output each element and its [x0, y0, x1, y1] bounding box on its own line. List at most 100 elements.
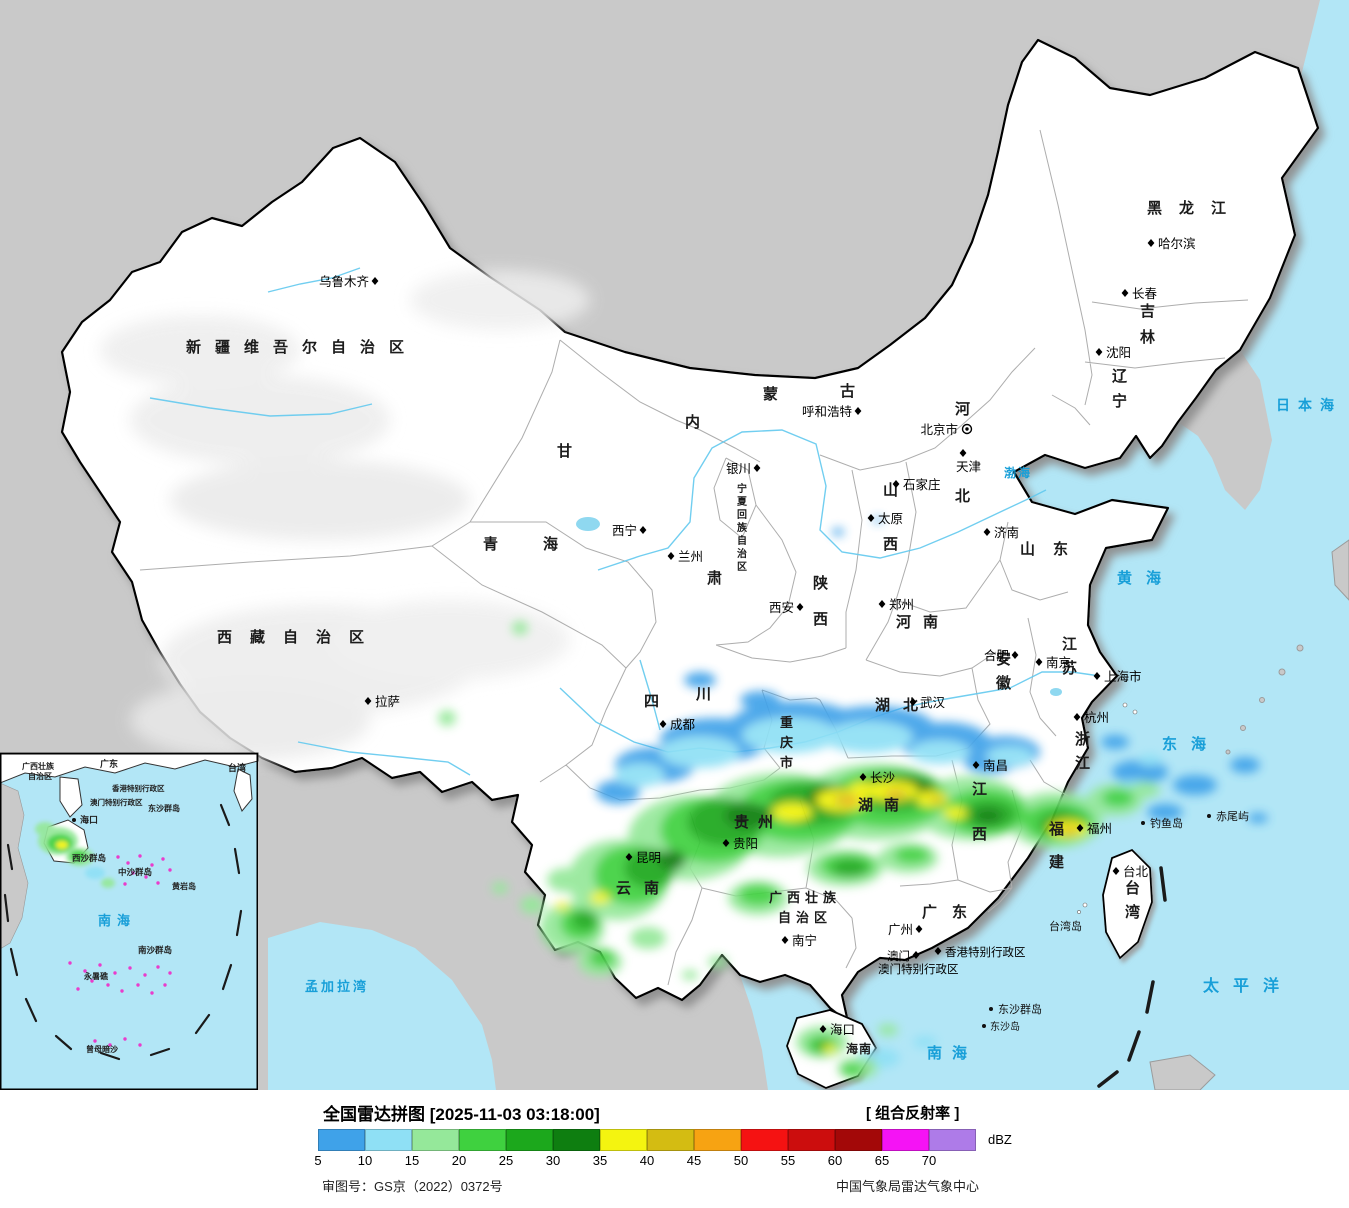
city-marker: [625, 853, 633, 861]
legend-cell: [600, 1129, 647, 1151]
city-label: 济南: [994, 525, 1019, 540]
legend-value: 15: [404, 1153, 420, 1168]
legend-value: 20: [451, 1153, 467, 1168]
city-marker: [1076, 824, 1084, 832]
island-speck: [150, 991, 154, 995]
radar-echo: [660, 736, 740, 768]
province-label: 西藏自治区: [217, 628, 382, 646]
city-marker: [364, 697, 372, 705]
island-speck: [143, 973, 147, 977]
radar-echo: [1112, 760, 1168, 784]
province-label: 海南: [846, 1041, 872, 1056]
city-label: 兰州: [678, 550, 703, 564]
radar-echo: [1248, 813, 1268, 823]
inset-label: 中沙群岛: [118, 867, 152, 877]
ocean-pacific: [740, 0, 1349, 1090]
inset-label: 东沙群岛: [148, 803, 180, 813]
legend-cell: [882, 1129, 929, 1151]
radar-echo: [438, 710, 456, 726]
boundary-dash: [1159, 866, 1167, 902]
province-label: 宁夏回族自治区: [736, 482, 748, 573]
city-label: 天津: [956, 460, 981, 474]
island-speck: [136, 983, 140, 987]
radar-echo: [708, 956, 728, 968]
city-label: 南宁: [792, 933, 817, 948]
boundary-dash: [1097, 1070, 1119, 1088]
city-label: 昆明: [636, 851, 661, 865]
province-label: 江: [972, 780, 987, 798]
yellow-river: [597, 429, 1047, 571]
legend-cell: [647, 1129, 694, 1151]
island-dot: [982, 1024, 986, 1028]
legend-footer: 全国雷达拼图 [2025-11-03 03:18:00] [ 组合反射率 ] d…: [0, 1090, 1349, 1208]
city-marker: [915, 925, 923, 933]
radar-echo: [738, 884, 778, 906]
ryukyu-islands: [1225, 644, 1304, 755]
island-dot: [1141, 821, 1145, 825]
radar-echo: [1173, 775, 1217, 795]
min-river: [639, 659, 661, 731]
irtysh-river: [267, 267, 361, 293]
radar-echo: [840, 1063, 864, 1077]
legend-cell: [506, 1129, 553, 1151]
city-label: 上海市: [1104, 669, 1142, 684]
radar-echo: [85, 867, 105, 879]
unit-label: dBZ: [988, 1132, 1012, 1147]
city-marker: [959, 449, 967, 457]
city-label: 合肥: [984, 648, 1010, 663]
island-speck: [168, 971, 172, 975]
province-label: 江苏: [1062, 635, 1077, 677]
island-speck: [113, 971, 117, 975]
radar-echo: [913, 1036, 937, 1048]
city-marker: [1147, 239, 1155, 247]
province-label: 黑龙江: [1147, 199, 1243, 217]
island-label: 东沙岛: [990, 1020, 1020, 1033]
province-label: 湖北: [875, 697, 931, 714]
island-speck: [83, 969, 87, 973]
city-label: 郑州: [889, 597, 914, 612]
island-kyushu: [1331, 539, 1349, 601]
province-label: 安徽: [995, 650, 1012, 692]
boundary-dash: [149, 1047, 171, 1057]
radar-echo: [772, 803, 812, 821]
radar-echo: [910, 740, 970, 764]
radar-echo: [492, 882, 508, 894]
qinghai-lake: [576, 517, 600, 531]
province-label: 山东: [1020, 540, 1086, 558]
source-credit: 中国气象局雷达气象中心: [836, 1179, 980, 1194]
boundary-dash: [3, 893, 10, 923]
map-title: 全国雷达拼图 [2025-11-03 03:18:00]: [323, 1105, 600, 1124]
radar-echo: [547, 868, 583, 892]
inset-label: 香港特别行政区: [111, 783, 165, 793]
boundary-dash: [221, 963, 233, 991]
radar-echo: [873, 517, 883, 523]
island-speck: [93, 1039, 97, 1043]
legend-cell: [694, 1129, 741, 1151]
city-label: 乌鲁木齐: [319, 274, 370, 289]
boundary-dash: [24, 997, 38, 1023]
tarim-river: [149, 397, 373, 417]
island-speck: [123, 1037, 127, 1041]
radar-echo: [832, 859, 868, 877]
radar-echo: [658, 850, 686, 870]
city-label: 太原: [878, 511, 903, 526]
radar-echo: [101, 878, 115, 888]
province-label: 海: [543, 535, 558, 553]
city-label: 南昌: [983, 758, 1008, 773]
city-marker: [867, 514, 875, 522]
boundary-dash: [233, 847, 241, 875]
radar-echo: [929, 796, 945, 804]
inset-label: 台湾: [228, 762, 246, 773]
island-label: 钓鱼岛: [1150, 816, 1183, 830]
island-speck: [168, 868, 172, 872]
island-dot: [72, 818, 76, 822]
boundary-dash: [1127, 1030, 1141, 1062]
inset-leizhou: [59, 776, 83, 818]
radar-echo: [894, 846, 930, 864]
radar-echo: [844, 799, 856, 805]
radar-echo: [1230, 757, 1260, 773]
